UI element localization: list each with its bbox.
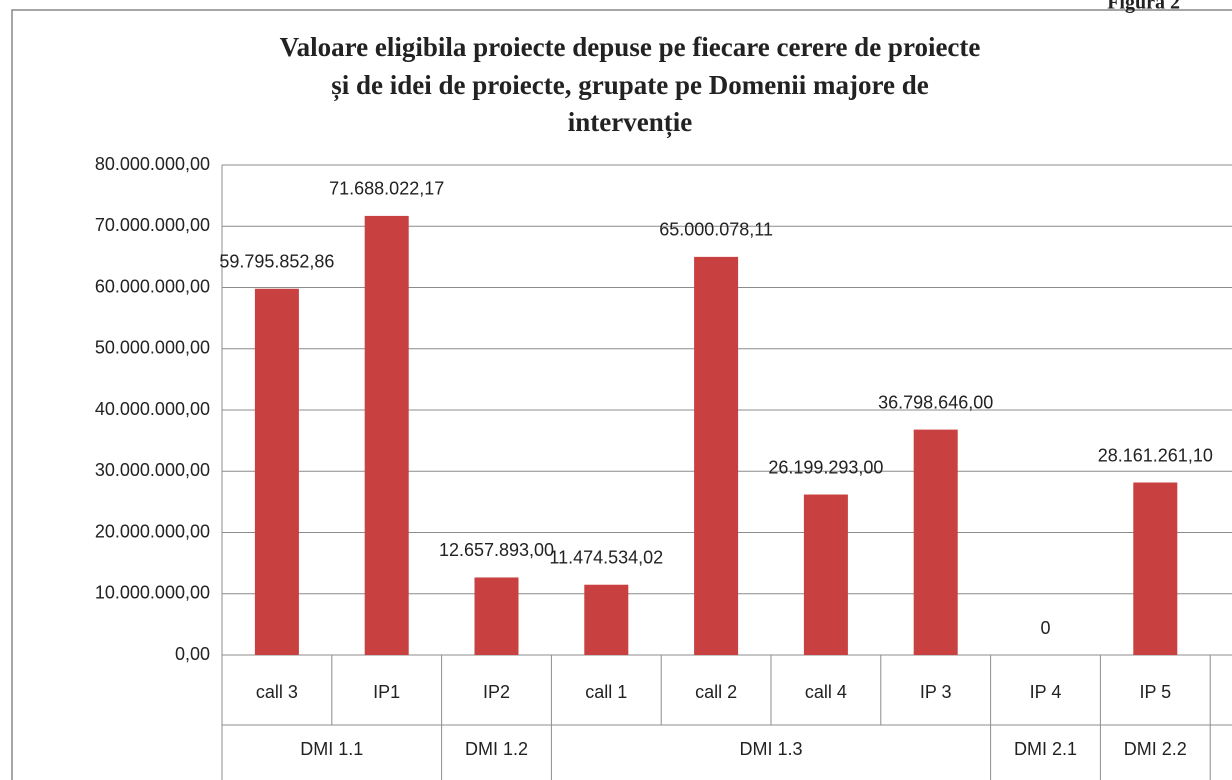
x-tick-label: IP1 <box>373 682 400 702</box>
y-tick-label: 60.000.000,00 <box>95 276 210 296</box>
x-tick-label: call 4 <box>805 682 847 702</box>
y-tick-label: 0,00 <box>175 644 210 664</box>
bar <box>1133 482 1178 655</box>
x-tick-label: call 1 <box>585 682 627 702</box>
chart-title: Valoare eligibila proiecte depuse pe fie… <box>280 32 981 62</box>
data-label: 59.795.852,86 <box>219 252 334 272</box>
x-tick-label: IP 4 <box>1030 682 1062 702</box>
data-label: 65.000.078,11 <box>659 220 773 240</box>
y-tick-label: 40.000.000,00 <box>95 399 210 419</box>
data-label: 11.474.534,02 <box>549 547 663 567</box>
bar <box>364 215 409 655</box>
x-tick-label: IP 3 <box>920 682 952 702</box>
x-tick-label: call 2 <box>695 682 737 702</box>
x-tick-label: IP2 <box>483 682 510 702</box>
y-tick-label: 80.000.000,00 <box>95 154 210 174</box>
chart-title: intervenție <box>568 107 692 138</box>
group-label: DMI 1.2 <box>465 739 528 759</box>
y-tick-label: 10.000.000,00 <box>95 583 210 603</box>
y-tick-label: 20.000.000,00 <box>95 521 210 541</box>
x-tick-label: IP 5 <box>1139 682 1171 702</box>
y-tick-label: 50.000.000,00 <box>95 338 210 358</box>
group-label: DMI 2.2 <box>1124 739 1187 759</box>
bar <box>694 256 739 655</box>
bar <box>584 584 629 655</box>
data-label: 71.688.022,17 <box>329 179 444 199</box>
bar <box>913 429 958 655</box>
bar <box>803 494 848 655</box>
bar <box>254 288 299 655</box>
group-label: DMI 1.3 <box>739 739 802 759</box>
group-label: DMI 1.1 <box>300 739 363 759</box>
group-label: DMI 2.1 <box>1014 739 1077 759</box>
x-tick-label: call 3 <box>256 682 298 702</box>
data-label: 26.199.293,00 <box>768 457 883 477</box>
bar <box>474 577 519 655</box>
figure-label: Figura 2 <box>1107 0 1180 14</box>
data-label: 0 <box>1040 618 1050 638</box>
data-label: 28.161.261,10 <box>1098 445 1213 465</box>
chart-title: și de idei de proiecte, grupate pe Domen… <box>331 70 928 101</box>
y-tick-label: 70.000.000,00 <box>95 215 210 235</box>
data-label: 12.657.893,00 <box>439 540 554 560</box>
data-label: 36.798.646,00 <box>878 392 993 412</box>
y-tick-label: 30.000.000,00 <box>95 460 210 480</box>
